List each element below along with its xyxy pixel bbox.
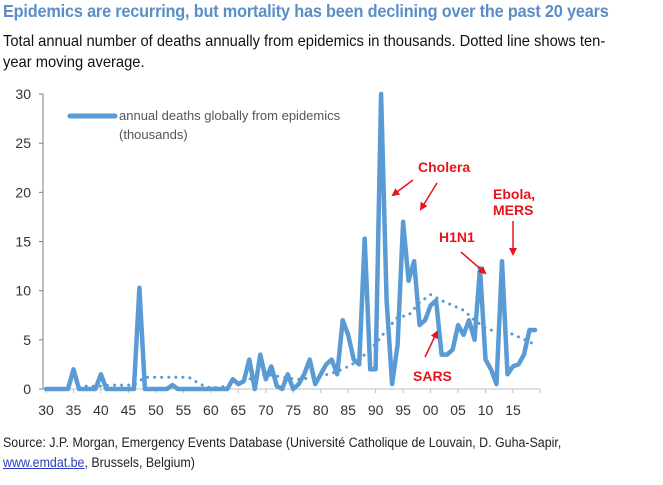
- x-tick-label: 35: [66, 402, 82, 418]
- y-tick-label: 25: [15, 135, 31, 151]
- x-tick-label: 10: [478, 402, 494, 418]
- x-tick-label: 75: [285, 402, 301, 418]
- x-tick-label: 40: [93, 402, 109, 418]
- annual-deaths-line: [43, 91, 538, 392]
- x-tick-label: 60: [203, 402, 219, 418]
- source-text-suffix: , Brussels, Belgium): [84, 455, 195, 470]
- annotation-ebola-label: Ebola,: [493, 186, 535, 202]
- x-tick-label: 45: [121, 402, 137, 418]
- moving-average-line: [77, 293, 537, 390]
- chart-title: Epidemics are recurring, but mortality h…: [3, 1, 609, 21]
- x-tick-label: 50: [148, 402, 164, 418]
- y-axis-ticks: 0 5 10 15 20 25 30: [15, 86, 43, 397]
- x-tick-label: 00: [423, 402, 439, 418]
- annotation-mers-label: MERS: [493, 202, 533, 218]
- chart-subtitle: Total annual number of deaths annually f…: [3, 33, 606, 71]
- y-tick-label: 20: [15, 184, 31, 200]
- x-tick-label: 05: [450, 402, 466, 418]
- y-tick-label: 10: [15, 283, 31, 299]
- x-tick-label: 15: [505, 402, 521, 418]
- legend: annual deaths globally from epidemics (t…: [67, 108, 341, 142]
- x-tick-label: 70: [258, 402, 274, 418]
- y-tick-label: 5: [23, 332, 31, 348]
- x-tick-label: 95: [395, 402, 411, 418]
- annotations: Cholera Ebola, MERS H1N1 SARS: [391, 159, 535, 384]
- x-axis-ticks: 30 35 40 45 50 55 60 65 70 75 80 85 90 95 00 05 10 15: [38, 389, 541, 418]
- x-tick-label: 90: [368, 402, 384, 418]
- legend-label-line2: (thousands): [119, 127, 188, 142]
- x-tick-label: 80: [313, 402, 329, 418]
- x-tick-label: 55: [176, 402, 192, 418]
- annotation-h1n1-arrow: [460, 251, 487, 275]
- annotation-cholera-arrow-2: [419, 182, 438, 211]
- x-tick-label: 85: [340, 402, 356, 418]
- annotation-sars-label: SARS: [413, 368, 452, 384]
- y-tick-label: 0: [23, 381, 31, 397]
- x-tick-label: 65: [231, 402, 247, 418]
- annotation-sars-arrow: [424, 330, 439, 358]
- legend-label-line1: annual deaths globally from epidemics: [119, 108, 341, 123]
- annotation-h1n1-label: H1N1: [439, 229, 475, 245]
- y-tick-label: 30: [15, 86, 31, 102]
- series-layer: [43, 91, 538, 392]
- y-tick-label: 15: [15, 234, 31, 250]
- source-text: Source: J.P. Morgan, Emergency Events Da…: [3, 435, 562, 450]
- annotation-cholera-label: Cholera: [418, 159, 470, 175]
- source-link[interactable]: www.emdat.be: [3, 455, 85, 470]
- x-tick-label: 30: [38, 402, 54, 418]
- annotation-cholera-arrow-1: [391, 179, 414, 197]
- source-note: Source: J.P. Morgan, Emergency Events Da…: [3, 433, 663, 473]
